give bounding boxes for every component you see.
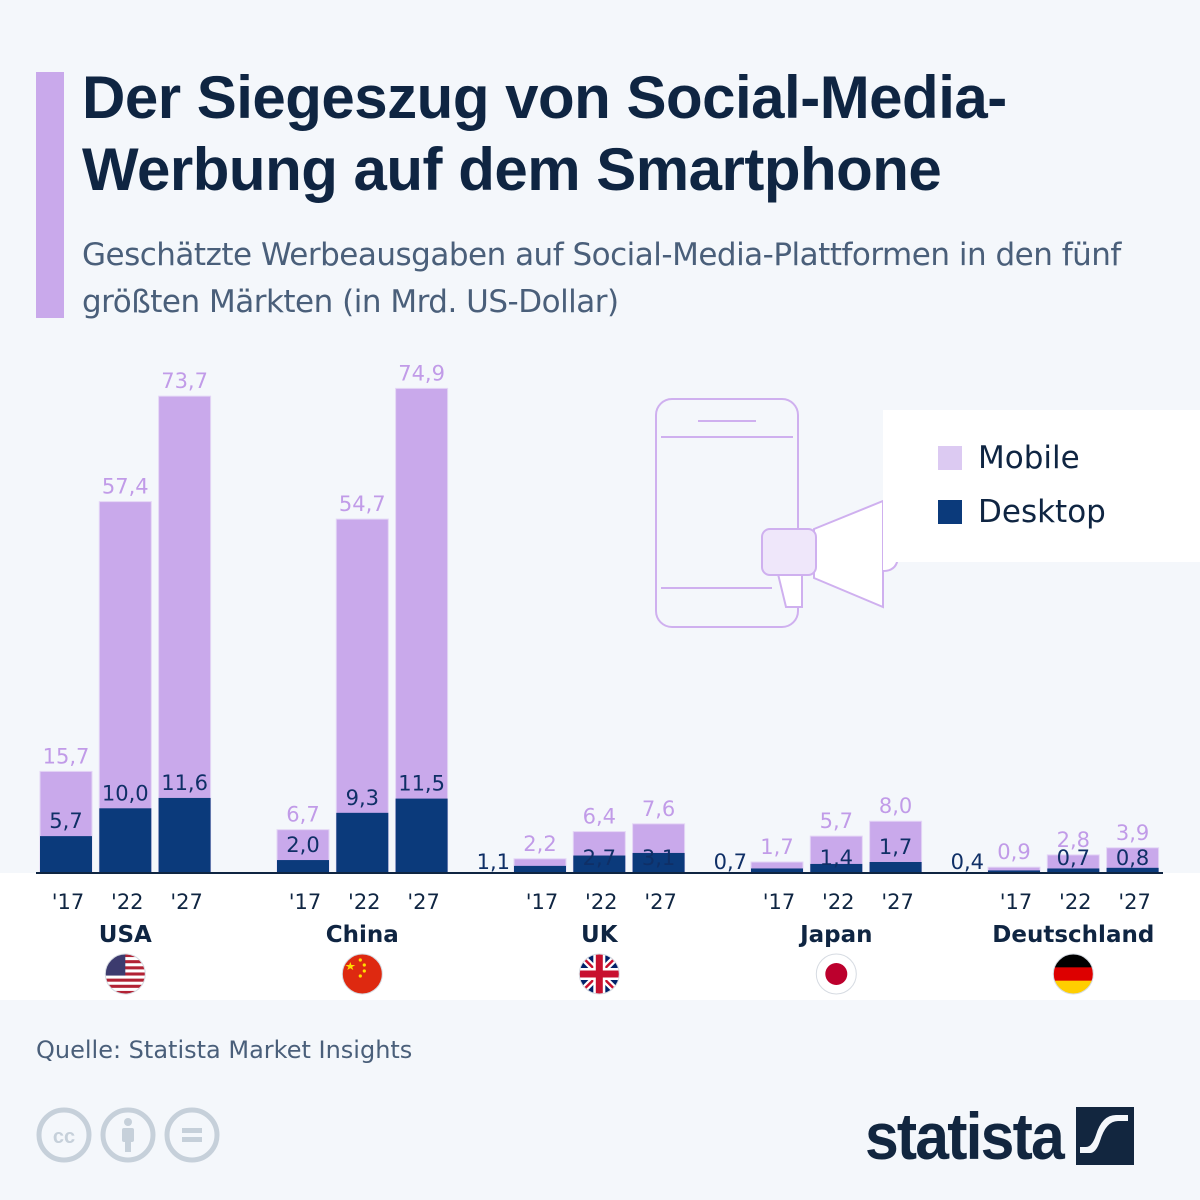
x-tick-label: '17 bbox=[526, 890, 559, 914]
megaphone-icon bbox=[761, 499, 900, 609]
x-tick-label: '27 bbox=[881, 890, 914, 914]
data-label-mobile: 74,9 bbox=[398, 361, 445, 385]
data-label-mobile: 54,7 bbox=[339, 492, 386, 516]
bar-desktop bbox=[99, 808, 152, 873]
data-label-desktop: 11,5 bbox=[398, 772, 445, 796]
data-label-desktop: 11,6 bbox=[161, 771, 208, 795]
data-label-desktop: 5,7 bbox=[49, 809, 82, 833]
bar-desktop bbox=[395, 798, 448, 873]
x-tick-label: '17 bbox=[763, 890, 796, 914]
data-label-desktop: 0,4 bbox=[951, 850, 984, 874]
data-label-desktop: 1,1 bbox=[477, 850, 510, 874]
data-label-mobile: 2,2 bbox=[523, 832, 556, 856]
china-flag-icon bbox=[342, 954, 383, 994]
bar-desktop bbox=[1047, 868, 1100, 873]
cc-icon[interactable]: cc bbox=[36, 1107, 92, 1163]
data-label-desktop: 0,7 bbox=[1057, 846, 1090, 870]
germany-flag-icon bbox=[1053, 954, 1094, 994]
bar-desktop bbox=[158, 797, 211, 873]
bar-desktop bbox=[869, 862, 922, 873]
data-label-desktop: 1,4 bbox=[820, 846, 853, 870]
data-label-mobile: 3,9 bbox=[1116, 821, 1149, 845]
flag-border bbox=[578, 953, 620, 995]
x-tick-label: '22 bbox=[585, 890, 618, 914]
x-tick-label: '17 bbox=[1000, 890, 1033, 914]
x-tick-label: '27 bbox=[1118, 890, 1151, 914]
data-label-mobile: 0,9 bbox=[997, 840, 1030, 864]
legend-swatch-mobile bbox=[938, 446, 962, 470]
data-label-desktop: 2,7 bbox=[583, 846, 616, 870]
smartphone-icon bbox=[655, 398, 799, 628]
x-tick-label: '22 bbox=[822, 890, 855, 914]
phone-megaphone-illustration bbox=[655, 398, 900, 628]
data-label-mobile: 6,4 bbox=[583, 805, 616, 829]
legend-label-desktop: Desktop bbox=[978, 494, 1106, 530]
flag-border bbox=[1052, 953, 1094, 995]
data-label-mobile: 15,7 bbox=[43, 744, 90, 768]
x-tick-label: '27 bbox=[170, 890, 203, 914]
legend: Mobile Desktop bbox=[883, 410, 1200, 562]
bar-desktop bbox=[514, 865, 566, 873]
data-label-mobile: 5,7 bbox=[820, 809, 853, 833]
chart-subtitle: Geschätzte Werbeausgaben auf Social-Medi… bbox=[82, 237, 1121, 320]
bar-mobile bbox=[395, 387, 449, 874]
japan-flag-icon bbox=[816, 954, 857, 994]
legend-item-mobile: Mobile bbox=[938, 440, 1080, 476]
x-tick-label: '17 bbox=[52, 890, 85, 914]
country-label: China bbox=[326, 922, 399, 948]
flag-border bbox=[104, 953, 146, 995]
data-label-mobile: 7,6 bbox=[642, 797, 675, 821]
country-label: Japan bbox=[798, 922, 872, 948]
x-tick-label: '27 bbox=[644, 890, 677, 914]
uk-flag-icon bbox=[579, 954, 620, 994]
data-label-desktop: 9,3 bbox=[346, 786, 379, 810]
bar-desktop bbox=[632, 852, 685, 873]
data-label-mobile: 8,0 bbox=[879, 794, 912, 818]
data-label-desktop: 0,8 bbox=[1116, 846, 1149, 870]
svg-text:cc: cc bbox=[53, 1126, 75, 1148]
accent-bar bbox=[36, 72, 64, 318]
data-label-mobile: 6,7 bbox=[286, 803, 319, 827]
flag-border bbox=[815, 953, 857, 995]
x-tick-label: '22 bbox=[1059, 890, 1092, 914]
x-tick-label: '22 bbox=[348, 890, 381, 914]
data-label-desktop: 2,0 bbox=[286, 833, 319, 857]
data-label-mobile: 2,8 bbox=[1057, 828, 1090, 852]
bar-desktop bbox=[810, 863, 863, 873]
data-label-mobile: 1,7 bbox=[760, 835, 793, 859]
statista-logo-mark-icon bbox=[1076, 1107, 1135, 1165]
data-label-desktop: 10,0 bbox=[102, 781, 149, 805]
bar-desktop bbox=[40, 836, 92, 873]
data-label-desktop: 1,7 bbox=[879, 835, 912, 859]
country-label: Deutschland bbox=[992, 922, 1154, 948]
legend-label-mobile: Mobile bbox=[978, 440, 1080, 476]
country-label: USA bbox=[99, 922, 152, 948]
chart-title: Der Siegeszug von Social-Media-Werbung a… bbox=[82, 64, 1007, 203]
bar-desktop bbox=[751, 868, 803, 873]
data-label-desktop: 0,7 bbox=[714, 850, 747, 874]
x-tick-label: '17 bbox=[289, 890, 322, 914]
bar-desktop bbox=[988, 870, 1040, 873]
attribution-icon[interactable] bbox=[100, 1107, 156, 1163]
data-label-mobile: 57,4 bbox=[102, 475, 149, 499]
bar-desktop bbox=[277, 860, 329, 873]
country-label: UK bbox=[581, 922, 619, 948]
statista-logo[interactable]: statista bbox=[865, 1098, 1135, 1174]
legend-swatch-desktop bbox=[938, 500, 962, 524]
data-label-desktop: 3,1 bbox=[642, 846, 675, 870]
flag-border bbox=[341, 953, 383, 995]
bar-desktop bbox=[1106, 867, 1159, 873]
bar-desktop bbox=[336, 812, 389, 873]
x-tick-label: '22 bbox=[111, 890, 144, 914]
no-derivatives-icon[interactable] bbox=[164, 1107, 220, 1163]
statista-logo-text: statista bbox=[865, 1099, 1065, 1173]
license-icons: cc bbox=[36, 1107, 220, 1163]
legend-item-desktop: Desktop bbox=[938, 494, 1106, 530]
bar-chart: 15,7 5,7 '17 57,4 10,0 '22 73,7 11,6 '27 USA 6,7 2,… bbox=[36, 361, 1163, 995]
bar-desktop bbox=[573, 855, 626, 873]
x-tick-label: '27 bbox=[407, 890, 440, 914]
source-note: Quelle: Statista Market Insights bbox=[36, 1036, 413, 1064]
data-label-mobile: 73,7 bbox=[161, 369, 208, 393]
